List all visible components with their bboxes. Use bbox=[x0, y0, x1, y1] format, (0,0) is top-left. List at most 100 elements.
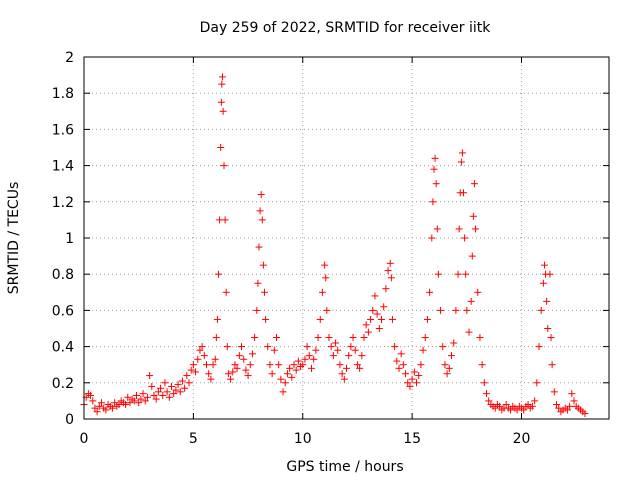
data-point bbox=[550, 388, 558, 396]
data-point bbox=[308, 364, 315, 372]
data-point bbox=[217, 144, 225, 151]
data-point bbox=[221, 216, 229, 224]
data-point bbox=[553, 401, 560, 409]
data-point bbox=[375, 325, 383, 332]
data-point bbox=[566, 402, 574, 410]
data-point bbox=[283, 370, 291, 378]
data-point bbox=[262, 315, 270, 323]
data-point bbox=[248, 350, 256, 358]
data-point bbox=[93, 408, 101, 416]
data-point bbox=[373, 310, 381, 318]
data-point bbox=[581, 410, 589, 418]
data-point bbox=[378, 315, 385, 323]
data-point bbox=[345, 352, 353, 360]
data-point bbox=[555, 404, 563, 412]
data-point bbox=[256, 207, 264, 215]
data-point bbox=[544, 325, 552, 332]
data-point bbox=[360, 334, 368, 342]
data-point bbox=[255, 243, 263, 251]
data-point bbox=[507, 406, 515, 414]
data-point bbox=[327, 343, 335, 351]
y-tick-label: 2 bbox=[65, 50, 74, 66]
data-point bbox=[417, 361, 425, 369]
data-point bbox=[135, 399, 143, 407]
data-point bbox=[469, 212, 477, 220]
data-point bbox=[233, 364, 241, 372]
data-point bbox=[367, 315, 375, 323]
data-point bbox=[139, 390, 147, 398]
data-point bbox=[478, 361, 486, 369]
data-point bbox=[563, 406, 571, 414]
data-point bbox=[535, 343, 543, 351]
data-point bbox=[496, 402, 504, 410]
data-point bbox=[404, 379, 412, 387]
data-point bbox=[174, 381, 182, 389]
data-point bbox=[474, 288, 482, 296]
data-point bbox=[548, 361, 556, 369]
data-point bbox=[259, 261, 267, 269]
x-tick-label: 15 bbox=[403, 431, 421, 447]
data-point bbox=[124, 393, 132, 401]
data-point bbox=[305, 352, 313, 360]
data-point bbox=[187, 366, 195, 374]
data-point bbox=[568, 390, 576, 398]
data-point bbox=[457, 158, 465, 166]
data-point bbox=[408, 375, 416, 383]
data-point bbox=[312, 346, 320, 354]
data-point bbox=[279, 388, 287, 396]
data-point bbox=[318, 288, 326, 296]
data-point bbox=[353, 361, 361, 369]
axis-ticks: 00.20.40.60.811.21.41.61.820 5 10 15 20 bbox=[52, 50, 609, 447]
data-point bbox=[111, 399, 119, 407]
data-point bbox=[205, 370, 213, 378]
data-point bbox=[231, 361, 239, 369]
data-point bbox=[189, 361, 197, 369]
data-point bbox=[219, 107, 227, 115]
data-point bbox=[148, 382, 156, 390]
data-point bbox=[351, 346, 359, 354]
y-tick-label: 0 bbox=[65, 412, 74, 428]
data-point bbox=[570, 397, 578, 405]
data-point bbox=[463, 306, 471, 314]
data-point bbox=[299, 361, 307, 369]
data-point bbox=[415, 372, 423, 380]
data-point bbox=[338, 370, 346, 378]
data-point bbox=[211, 355, 219, 363]
data-point bbox=[254, 279, 262, 287]
data-point bbox=[382, 285, 390, 293]
data-point bbox=[270, 346, 278, 354]
data-point bbox=[130, 397, 138, 405]
data-point bbox=[358, 352, 366, 360]
data-point bbox=[235, 352, 243, 360]
data-point bbox=[242, 366, 250, 374]
data-point bbox=[547, 334, 555, 342]
y-tick-label: 0.8 bbox=[52, 267, 74, 283]
data-point bbox=[539, 279, 547, 287]
data-point bbox=[462, 270, 470, 278]
data-point bbox=[537, 306, 545, 314]
data-point bbox=[543, 297, 551, 305]
data-point bbox=[218, 80, 226, 88]
data-point bbox=[290, 361, 298, 369]
data-point bbox=[224, 370, 232, 378]
data-point bbox=[533, 379, 541, 387]
data-point bbox=[387, 274, 395, 282]
data-point bbox=[410, 368, 418, 376]
data-point bbox=[429, 198, 437, 206]
data-point bbox=[531, 397, 539, 405]
data-point bbox=[108, 404, 116, 412]
data-point bbox=[89, 397, 97, 405]
y-tick-label: 1.8 bbox=[52, 86, 74, 102]
x-axis-label: GPS time / hours bbox=[286, 459, 403, 475]
data-point bbox=[137, 395, 145, 403]
data-point bbox=[431, 154, 439, 162]
data-point bbox=[273, 334, 280, 342]
data-point bbox=[266, 361, 274, 369]
data-point bbox=[159, 391, 167, 399]
data-point bbox=[212, 334, 220, 342]
data-point bbox=[445, 364, 453, 372]
data-point bbox=[406, 382, 414, 390]
data-point bbox=[170, 390, 178, 398]
data-point bbox=[329, 352, 337, 360]
